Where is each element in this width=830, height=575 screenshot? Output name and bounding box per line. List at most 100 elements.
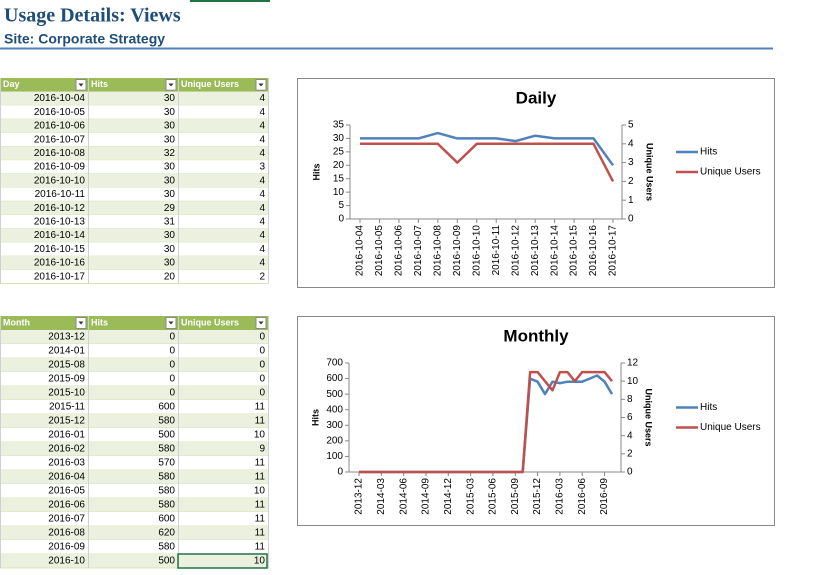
table-row (0, 228, 268, 243)
cell: 2016-04 (48, 472, 85, 483)
filter-arrow (168, 321, 174, 325)
cell: 30 (164, 189, 176, 200)
cell: 2016-10-11 (35, 189, 86, 200)
cell: 2016-08 (48, 528, 85, 539)
cell: 580 (158, 472, 175, 483)
cell: 580 (158, 486, 175, 497)
table-row (0, 173, 268, 188)
cell: 2015-10 (48, 388, 85, 399)
y2-tick-label: 1 (628, 195, 634, 206)
page-title: Usage Details: Views (4, 5, 181, 27)
column-header: Unique Users (181, 79, 239, 89)
x-tick-label: 2016-10-09 (452, 225, 463, 277)
cell: 32 (164, 148, 176, 159)
cell: 4 (259, 134, 265, 145)
cell: 500 (158, 430, 175, 441)
cell: 30 (164, 134, 176, 145)
y2-tick-label: 10 (627, 376, 639, 387)
column-header: Hits (91, 317, 108, 327)
cell: 2016-10-10 (34, 175, 86, 186)
y2-tick-label: 2 (627, 448, 633, 459)
y-tick-label: 100 (326, 451, 343, 462)
table-row (0, 187, 268, 202)
cell: 0 (169, 374, 175, 385)
cell: 0 (169, 360, 175, 371)
cell: 580 (158, 444, 175, 455)
cell: 2016-10-04 (34, 93, 86, 104)
cell: 2013-12 (48, 332, 85, 343)
table-row (0, 330, 268, 344)
y-tick-label: 400 (326, 404, 343, 415)
cell: 2015-11 (49, 402, 85, 413)
y2-axis-label: Unique Users (644, 388, 654, 446)
table-row (0, 470, 268, 484)
cell: 11 (255, 528, 266, 539)
y2-tick-label: 4 (627, 430, 633, 441)
x-tick-label: 2016-03 (555, 478, 566, 515)
cell: 11 (255, 500, 266, 511)
cell: 620 (158, 528, 175, 539)
cell: 0 (169, 346, 175, 357)
cell: 2016-10-17 (34, 271, 86, 282)
column-header: Month (3, 317, 30, 327)
x-tick-label: 2016-10-12 (510, 225, 521, 277)
x-tick-label: 2016-06 (577, 478, 588, 515)
y2-tick-label: 12 (627, 358, 639, 369)
cell: 580 (158, 416, 175, 427)
y2-tick-label: 0 (628, 214, 634, 225)
cell: 0 (259, 332, 265, 343)
cell: 4 (259, 148, 265, 159)
y-tick-label: 500 (326, 389, 343, 400)
cell: 30 (164, 244, 176, 255)
y-tick-label: 5 (338, 200, 344, 211)
filter-arrow (258, 321, 264, 325)
x-tick-label: 2014-06 (398, 478, 409, 515)
page-subtitle: Site: Corporate Strategy (4, 31, 165, 47)
table-row (0, 526, 268, 540)
cell: 0 (259, 374, 265, 385)
table-row (0, 554, 268, 568)
table-row (0, 456, 268, 470)
cell: 4 (259, 216, 265, 227)
cell: 2016-01 (48, 430, 85, 441)
series-line (360, 142, 615, 182)
cell: 2015-09 (48, 374, 85, 385)
x-tick-label: 2016-10-13 (530, 225, 541, 277)
table-row (0, 372, 268, 386)
table-row (0, 242, 268, 257)
legend-label: Hits (700, 147, 717, 158)
cell: 2016-06 (48, 500, 85, 511)
y2-axis-label: Unique Users (645, 143, 655, 201)
table-row (0, 512, 268, 526)
table-row (0, 400, 268, 414)
cell: 0 (259, 360, 265, 371)
cell: 2016-10-16 (34, 258, 86, 269)
table-row (0, 215, 268, 229)
table-row (0, 540, 268, 554)
filter-arrow (78, 83, 84, 87)
cell: 11 (255, 472, 266, 483)
cell: 30 (164, 121, 176, 132)
cell: 2016-10-14 (34, 230, 86, 241)
cell: 20 (164, 271, 176, 282)
cell: 2016-10 (48, 556, 85, 567)
cell: 600 (158, 402, 175, 413)
filter-arrow (168, 83, 174, 87)
table-row (0, 201, 268, 215)
x-tick-label: 2016-10-04 (355, 225, 366, 277)
x-tick-label: 2016-10-17 (608, 225, 619, 277)
y2-tick-label: 6 (627, 412, 633, 423)
table-row (0, 428, 268, 442)
table-row (0, 358, 268, 372)
cell: 2014-01 (48, 346, 85, 357)
cell: 2016-10-12 (34, 203, 86, 214)
selected-cell (177, 553, 268, 569)
y2-tick-label: 5 (628, 120, 634, 131)
cell: 29 (164, 203, 176, 214)
legend-label: Hits (700, 402, 717, 413)
x-tick-label: 2015-09 (510, 478, 521, 515)
cell: 2016-10-08 (34, 148, 86, 159)
cell: 0 (259, 346, 265, 357)
cell: 2016-10-15 (34, 244, 86, 255)
